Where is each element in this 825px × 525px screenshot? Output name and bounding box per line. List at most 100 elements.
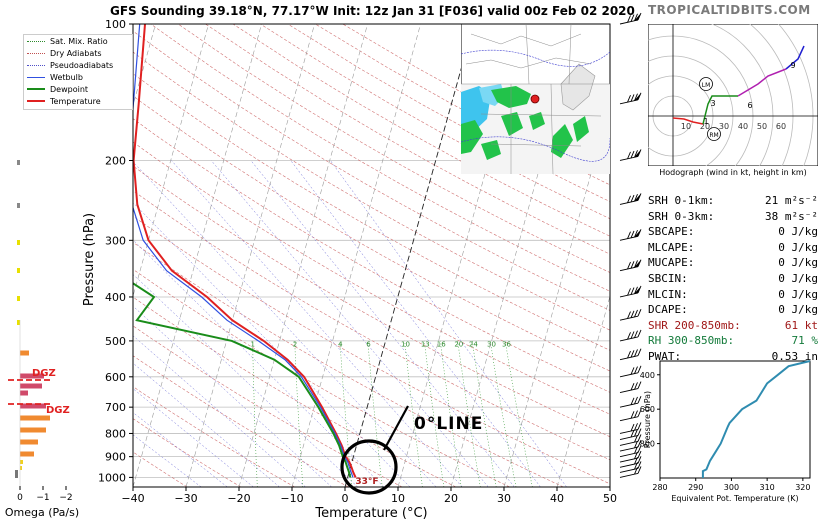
hodograph-trace-9km-plus bbox=[785, 45, 805, 70]
theta-e-chart: 280 290 300 310 320 400 600 800 Equivalent Pot.… bbox=[640, 360, 811, 503]
storm-motion-label: RM bbox=[709, 132, 718, 139]
stat-label: MLCIN: bbox=[648, 287, 688, 301]
x-tick-label: −30 bbox=[174, 492, 197, 505]
stat-row: RH 300-850mb: 71 % bbox=[648, 333, 818, 349]
annotation-arrow bbox=[383, 405, 409, 451]
stat-value: 0 J/kg bbox=[778, 271, 818, 285]
dgz-label-top: DGZ bbox=[32, 368, 56, 379]
y-tick-label: 100 bbox=[105, 18, 126, 31]
omega-axis-label: Omega (Pa/s) bbox=[5, 506, 79, 519]
legend-label: Dry Adiabats bbox=[50, 48, 102, 58]
dgz-label-bottom: DGZ bbox=[46, 405, 70, 416]
mixing-ratio-label: 20 bbox=[454, 341, 463, 349]
x-tick-label: 40 bbox=[550, 492, 564, 505]
location-marker-icon bbox=[530, 94, 540, 104]
theta-e-x-tick-label: 290 bbox=[688, 483, 703, 492]
stat-label: SBCAPE: bbox=[648, 225, 695, 239]
hodograph-height-label: 6 bbox=[747, 101, 752, 110]
stat-row: MLCAPE: 0 J/kg bbox=[648, 240, 818, 256]
stat-label: MUCAPE: bbox=[648, 256, 695, 270]
stat-value: 61 kt bbox=[784, 318, 818, 332]
hodograph-caption: Hodograph (wind in kt, height in km) bbox=[659, 168, 807, 177]
mixing-ratio-label: 2 bbox=[293, 341, 297, 349]
storm-motion-label: LM bbox=[702, 82, 711, 89]
x-axis-label: Temperature (°C) bbox=[314, 506, 427, 521]
stat-value: 0 J/kg bbox=[778, 303, 818, 317]
hodograph-height-label: 1 bbox=[703, 117, 708, 126]
theta-e-y-tick-label: 600 bbox=[640, 405, 655, 414]
theta-e-y-axis-label: Pressure (hPa) bbox=[643, 391, 652, 448]
omega-bar bbox=[20, 415, 50, 421]
wind-barb bbox=[619, 336, 639, 342]
mixing-ratio-label: 16 bbox=[437, 341, 446, 349]
hodograph-tick-label: 50 bbox=[757, 122, 767, 131]
y-tick-label: 500 bbox=[105, 335, 126, 348]
y-tick-label: 900 bbox=[105, 451, 126, 464]
sounding-stats-table: SRH 0-1km: 21 m²s⁻² SRH 0-3km: 38 m²s⁻² SBCA… bbox=[648, 193, 818, 365]
stat-value: 0 J/kg bbox=[778, 256, 818, 270]
wind-barb bbox=[619, 315, 639, 321]
y-axis-label: Pressure (hPa) bbox=[82, 213, 97, 306]
hodograph-height-label: 3 bbox=[710, 99, 715, 108]
mixing-ratio-label: 10 bbox=[401, 341, 410, 349]
stat-label: SRH 0-1km: bbox=[648, 194, 715, 207]
hodograph-tick-label: 40 bbox=[738, 122, 748, 131]
theta-e-x-tick-label: 280 bbox=[652, 483, 667, 492]
stat-row: DCAPE: 0 J/kg bbox=[648, 302, 818, 318]
stat-value: 0 J/kg bbox=[778, 240, 818, 254]
omega-bar bbox=[17, 203, 20, 208]
hodograph-trace-6-9km bbox=[737, 68, 787, 97]
hodograph-tick-label: 30 bbox=[719, 122, 729, 131]
omega-bar bbox=[20, 373, 44, 379]
storm-motion-marker bbox=[707, 127, 721, 141]
legend-item: Dry Adiabats bbox=[24, 47, 132, 59]
omega-bar bbox=[20, 383, 42, 389]
legend-label: Pseudoadiabats bbox=[50, 60, 114, 70]
y-tick-label: 800 bbox=[105, 427, 126, 440]
x-tick-label: 10 bbox=[391, 492, 405, 505]
omega-bar bbox=[20, 451, 34, 457]
legend-label: Wetbulb bbox=[50, 72, 83, 82]
x-tick-label: −10 bbox=[280, 492, 303, 505]
mixing-ratio-label: 6 bbox=[366, 341, 371, 349]
stat-value: 38 m²s⁻² bbox=[765, 209, 818, 223]
legend-swatch bbox=[27, 88, 45, 90]
y-tick-label: 200 bbox=[105, 154, 126, 167]
legend-label: Dewpoint bbox=[50, 84, 89, 94]
annotation-circle bbox=[340, 439, 398, 495]
stat-value: 0.53 in bbox=[771, 349, 818, 363]
stat-label: SRH 0-3km: bbox=[648, 209, 715, 223]
stat-label: DCAPE: bbox=[648, 303, 688, 317]
legend-item: Dewpoint bbox=[24, 83, 132, 95]
stat-value: 0 J/kg bbox=[778, 287, 818, 301]
omega-bar bbox=[20, 350, 29, 356]
storm-motion-marker bbox=[699, 77, 713, 91]
hodograph-height-label: 9 bbox=[790, 61, 795, 70]
legend-swatch bbox=[27, 64, 45, 66]
omega-bar bbox=[20, 403, 46, 409]
hodograph-chart: 10 20 30 40 50 60 13 6 9 LM RM bbox=[648, 24, 818, 166]
skewt-plot-frame bbox=[132, 23, 611, 488]
x-tick-label: 30 bbox=[497, 492, 511, 505]
stat-value: 0 J/kg bbox=[778, 225, 818, 239]
x-tick-label: 20 bbox=[444, 492, 458, 505]
legend-label: Sat. Mix. Ratio bbox=[50, 36, 108, 46]
x-tick-label: −40 bbox=[121, 492, 144, 505]
stat-row: SHR 200-850mb: 61 kt bbox=[648, 318, 818, 334]
surface-temp-label: 33°F bbox=[355, 477, 378, 487]
omega-panel: DGZ DGZ 0 −1 −2 Omega (Pa/s) bbox=[5, 320, 79, 519]
series-temperature bbox=[133, 24, 357, 478]
stat-label: RH 300-850mb: bbox=[648, 334, 735, 348]
hodograph-tick-label: 20 bbox=[700, 122, 710, 131]
omega-bar bbox=[20, 466, 22, 470]
x-tick-label: −20 bbox=[227, 492, 250, 505]
hodograph-tick-label: 10 bbox=[681, 122, 691, 131]
brand-logo-text: TROPICALTIDBITS.COM bbox=[648, 3, 811, 17]
legend-item: Pseudoadiabats bbox=[24, 59, 132, 71]
stat-row: MUCAPE: 0 J/kg bbox=[648, 255, 818, 271]
stat-row: SRH 0-1km: 21 m²s⁻² bbox=[648, 193, 818, 209]
theta-e-x-tick-label: 310 bbox=[760, 483, 775, 492]
omega-tick-label: −2 bbox=[59, 493, 72, 503]
stat-row: SBCIN: 0 J/kg bbox=[648, 271, 818, 287]
